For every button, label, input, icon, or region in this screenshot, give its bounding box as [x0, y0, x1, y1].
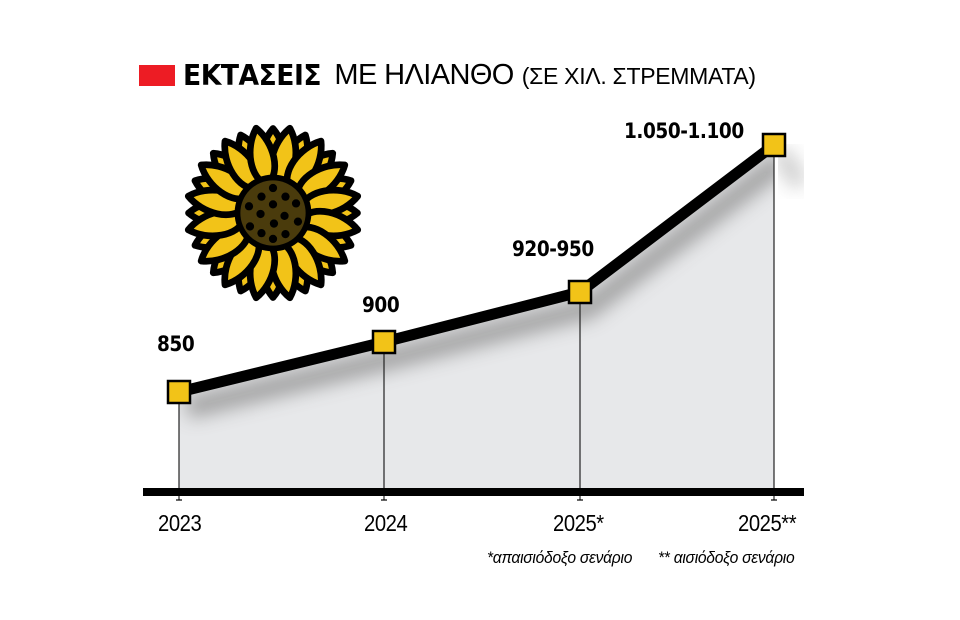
x-axis-bar: [143, 488, 804, 496]
value-label-2024: 900: [362, 293, 400, 317]
x-axis: [143, 488, 804, 501]
title-regular-text: ΜΕ ΗΛΙΑΝΘΟ: [334, 58, 514, 91]
chart-title: ΕΚΤΑΣΕΙΣ ΜΕ ΗΛΙΑΝΘΟ (ΣΕ ΧΙΛ. ΣΤΡΕΜΜΑΤΑ): [139, 58, 756, 92]
x-label-2025-pessimistic: 2025*: [553, 510, 604, 536]
data-line: [177, 140, 778, 398]
title-red-marker: [139, 65, 175, 86]
data-marker-2024: [371, 329, 397, 355]
value-label-2025-optimistic: 1.050-1.100: [624, 119, 744, 143]
sunflower-icon: [184, 124, 362, 302]
data-markers: [166, 132, 787, 405]
footnote-optimistic: ** αισιόδοξο σενάριο: [658, 548, 795, 567]
x-label-2023: 2023: [158, 510, 202, 536]
data-marker-2023: [166, 379, 192, 405]
x-label-2025-optimistic: 2025**: [738, 510, 797, 536]
data-marker-2025*: [567, 279, 593, 305]
x-label-2024: 2024: [364, 510, 408, 536]
data-marker-2025**: [761, 132, 787, 158]
value-label-2025-pessimistic: 920-950: [512, 237, 594, 261]
title-unit-text: (ΣΕ ΧΙΛ. ΣΤΡΕΜΜΑΤΑ): [521, 63, 756, 89]
footnote-pessimistic: *απαισιόδοξο σενάριο: [487, 548, 633, 567]
drop-lines: [178, 145, 775, 500]
title-bold-text: ΕΚΤΑΣΕΙΣ: [183, 58, 322, 92]
value-label-2023: 850: [157, 332, 195, 356]
